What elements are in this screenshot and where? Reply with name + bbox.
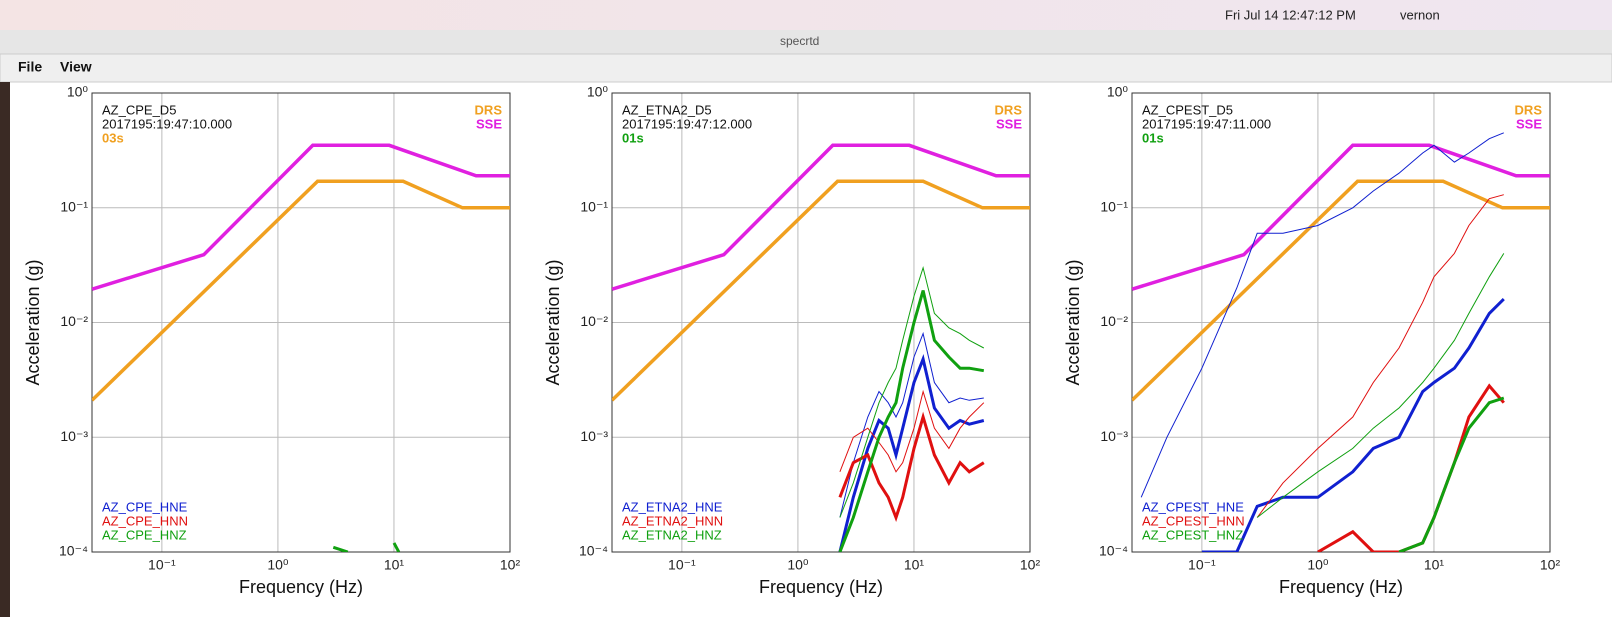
- y-tick-label: 10⁻¹: [1100, 198, 1128, 214]
- y-axis-label: Acceleration (g): [1063, 259, 1083, 385]
- y-tick-label: 10⁻⁴: [59, 543, 88, 559]
- y-tick-label: 10⁻³: [60, 428, 88, 444]
- series-legend: AZ_CPE_HNZ: [102, 527, 187, 542]
- plot-frame: [91, 92, 511, 553]
- x-axis-label: Frequency (Hz): [1279, 577, 1403, 597]
- spectrum-upper: [839, 265, 985, 518]
- timestamp: 2017195:19:47:11.000: [1142, 116, 1271, 131]
- series-legend: AZ_CPE_HNE: [102, 499, 188, 514]
- y-tick-label: 10⁰: [1107, 84, 1129, 100]
- menu-item[interactable]: View: [60, 59, 92, 75]
- y-tick-label: 10⁻³: [580, 428, 608, 444]
- y-tick-label: 10⁰: [67, 84, 89, 100]
- reference-line: [1132, 179, 1550, 402]
- station: AZ_ETNA2_D5: [622, 102, 712, 117]
- timestamp: 2017195:19:47:12.000: [622, 116, 752, 131]
- y-tick-label: 10⁰: [587, 84, 609, 100]
- x-tick-label: 10⁻¹: [1188, 557, 1216, 573]
- x-axis-label: Frequency (Hz): [759, 577, 883, 597]
- spectrum-line: [1398, 396, 1505, 552]
- y-tick-label: 10⁻³: [1100, 428, 1128, 444]
- window-length: 03s: [102, 130, 124, 145]
- window: [0, 30, 1612, 617]
- series-legend: AZ_CPEST_HNZ: [1142, 527, 1243, 542]
- title-bar: [0, 30, 1612, 54]
- x-tick-label: 10¹: [384, 557, 405, 573]
- spectrum-upper: [1140, 132, 1504, 498]
- spectrum-upper: [839, 331, 984, 518]
- window-title: specrtd: [780, 34, 819, 48]
- series-legend: AZ_CPE_HNN: [102, 513, 188, 528]
- reference-line: [92, 143, 510, 291]
- reference-line: [612, 143, 1030, 291]
- series-legend: AZ_CPEST_HNN: [1142, 513, 1245, 528]
- y-axis-label: Acceleration (g): [23, 259, 43, 385]
- y-tick-label: 10⁻²: [60, 313, 88, 329]
- x-tick-label: 10¹: [1424, 557, 1445, 573]
- x-tick-label: 10²: [1540, 557, 1561, 573]
- x-tick-label: 10¹: [904, 557, 925, 573]
- series-legend: AZ_ETNA2_HNN: [622, 513, 723, 528]
- spectrum-upper: [1256, 253, 1505, 518]
- y-tick-label: 10⁻¹: [60, 198, 88, 214]
- menu-item[interactable]: File: [18, 59, 42, 75]
- y-tick-label: 10⁻²: [580, 313, 608, 329]
- reference-line: [612, 179, 1030, 402]
- desktop-edge: [0, 82, 10, 617]
- y-tick-label: 10⁻²: [1100, 313, 1128, 329]
- x-tick-label: 10⁰: [787, 557, 809, 573]
- window-length: 01s: [622, 130, 644, 145]
- window-length: 01s: [1142, 130, 1164, 145]
- series-legend: AZ_ETNA2_HNZ: [622, 527, 722, 542]
- y-tick-label: 10⁻¹: [580, 198, 608, 214]
- spectrum-line: [838, 354, 985, 552]
- y-tick-label: 10⁻⁴: [1099, 543, 1128, 559]
- series-legend: AZ_ETNA2_HNE: [622, 499, 723, 514]
- x-tick-label: 10⁰: [1307, 557, 1329, 573]
- spectrum-line: [838, 290, 985, 552]
- series-legend: AZ_CPEST_HNE: [1142, 499, 1244, 514]
- reference-line: [92, 179, 510, 402]
- x-tick-label: 10²: [1020, 557, 1041, 573]
- x-tick-label: 10²: [500, 557, 521, 573]
- menu-row: [0, 53, 1612, 83]
- spectrum-line: [838, 411, 985, 522]
- reference-legend: SSE: [1516, 116, 1542, 131]
- plot-frame: [611, 92, 1031, 553]
- plot-frame: [1131, 92, 1551, 553]
- reference-line: [1132, 143, 1550, 291]
- x-tick-label: 10⁰: [267, 557, 289, 573]
- reference-legend: SSE: [476, 116, 502, 131]
- spectrum-upper: [1256, 194, 1504, 518]
- reference-legend: DRS: [1515, 102, 1543, 117]
- spectrum-line: [1201, 298, 1505, 552]
- reference-legend: DRS: [995, 102, 1023, 117]
- x-tick-label: 10⁻¹: [148, 557, 176, 573]
- reference-legend: SSE: [996, 116, 1022, 131]
- timestamp: 2017195:19:47:10.000: [102, 116, 232, 131]
- reference-legend: DRS: [475, 102, 503, 117]
- x-tick-label: 10⁻¹: [668, 557, 696, 573]
- user-name[interactable]: vernon: [1400, 7, 1440, 22]
- clock[interactable]: Fri Jul 14 12:47:12 PM: [1225, 7, 1356, 22]
- spectrum-line: [332, 542, 401, 552]
- station: AZ_CPEST_D5: [1142, 102, 1233, 117]
- menu-bar: [0, 0, 1612, 30]
- x-axis-label: Frequency (Hz): [239, 577, 363, 597]
- y-tick-label: 10⁻⁴: [579, 543, 608, 559]
- station: AZ_CPE_D5: [102, 102, 176, 117]
- y-axis-label: Acceleration (g): [543, 259, 563, 385]
